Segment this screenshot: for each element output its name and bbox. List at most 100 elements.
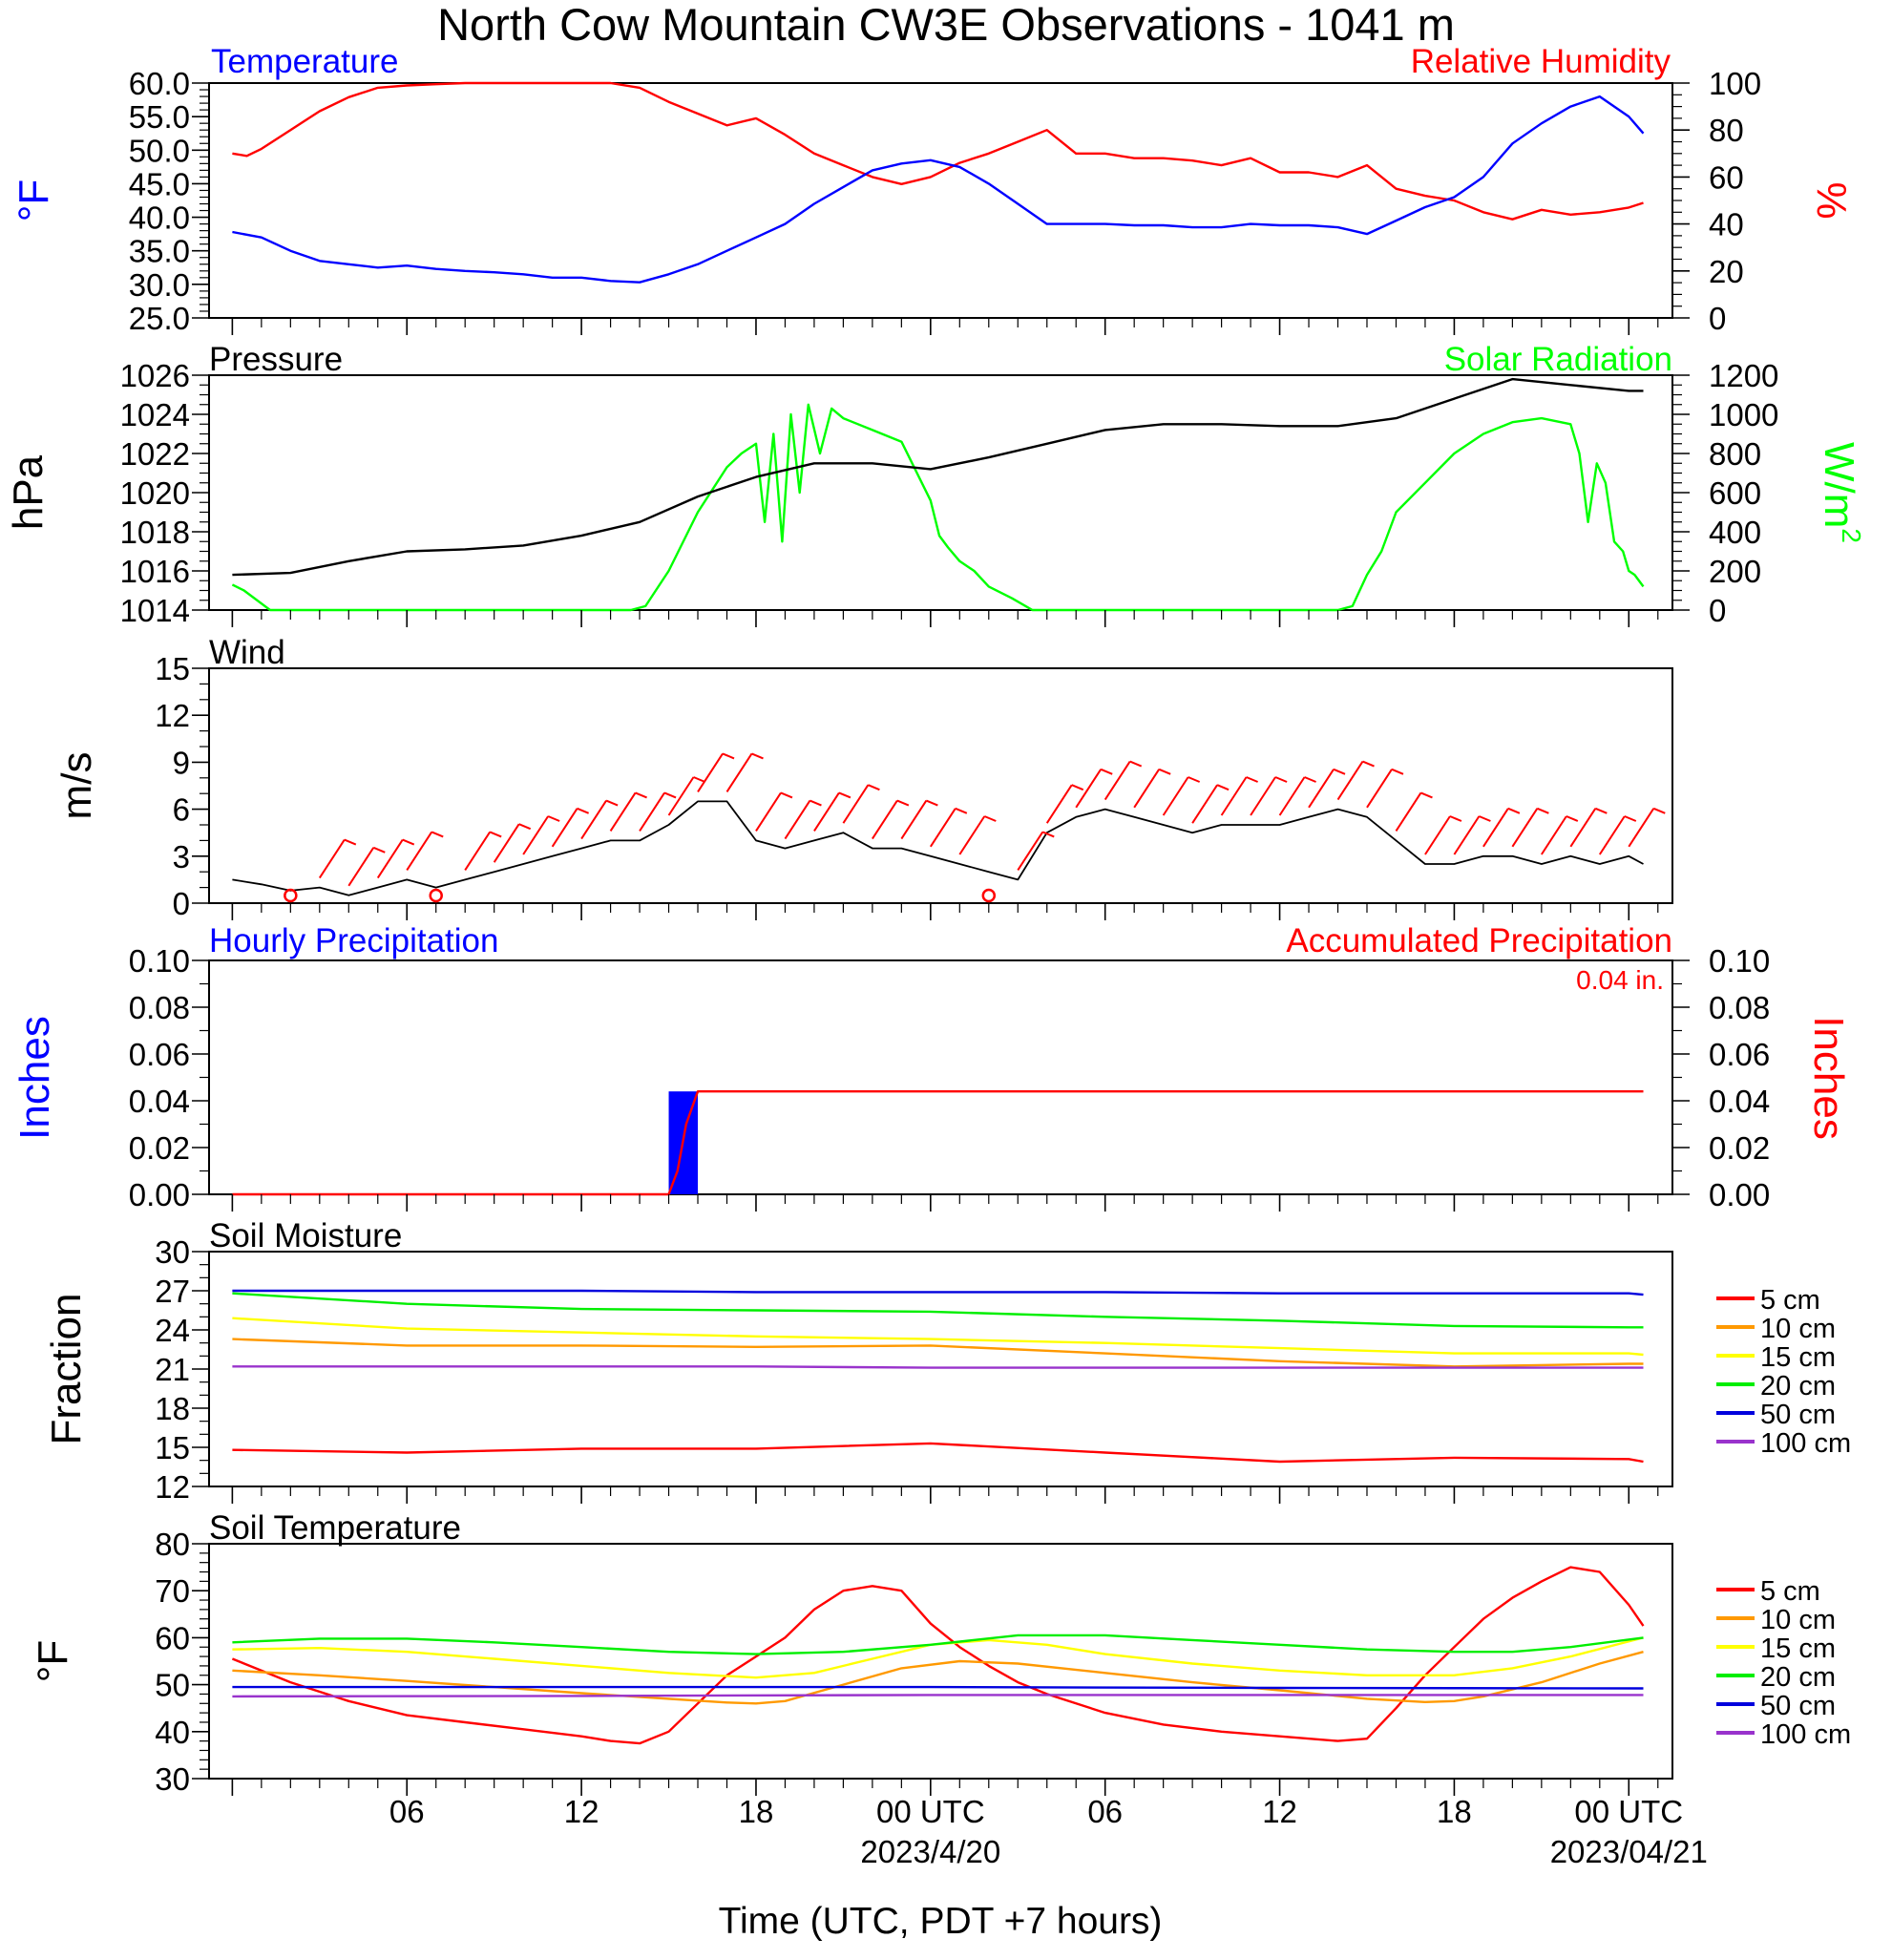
pressure-line [232,377,1644,577]
soil-temperature-tick-label: 40 [155,1715,190,1750]
temperature-humidity-panel: Temperature Relative Humidity °F % 25.03… [11,43,1855,336]
soil-moisture-tick-label: 24 [155,1313,190,1348]
wind-barb [1075,769,1103,809]
wind-barb-flag [1566,815,1579,822]
wind-barb-flag [489,831,502,838]
soil-moisture-tick-label: 12 [155,1469,190,1505]
legend-label: 50 cm [1760,1400,1836,1430]
wind-barb-flag [1100,768,1113,775]
soil-temperature-tick-label: 30 [155,1761,190,1797]
x-tick-label: 06 [389,1794,425,1829]
x-date-label: 2023/04/21 [1550,1834,1708,1869]
precip-right-tick-labels: 0.00 0.02 0.04 0.06 0.08 0.10 [1672,943,1770,1212]
wind-barb-flag [722,752,735,760]
wind-barb-flag [1158,768,1171,775]
wind-barb-flag [605,799,619,807]
soil-temperature-line [232,1651,1644,1705]
wind-barb [1395,791,1422,832]
precip-right-tick-label: 0.00 [1709,1177,1770,1212]
humidity-tick-label: 20 [1709,254,1744,289]
soil-temperature-tick-label: 80 [155,1527,190,1562]
soil-moisture-label: Soil Moisture [209,1217,402,1254]
wind-barb-flag [663,791,677,799]
wind-barb [667,776,695,816]
wind-barb-flag [577,807,590,814]
pressure-tick-label: 1024 [120,397,190,432]
soil-moisture-line [232,1338,1644,1368]
wind-tick-label: 6 [173,792,190,828]
wind-barb-flag [751,752,764,760]
wind-barb-flag [1507,807,1521,814]
humidity-tick-label: 40 [1709,207,1744,242]
precip-left-tick-label: 0.02 [129,1130,190,1166]
solar-unit: W/m2 [1816,442,1866,543]
wind-barb [1250,776,1276,816]
wind-barb [872,800,898,840]
precip-left-tick-label: 0.08 [129,990,190,1025]
wind-barb-flag [1071,784,1084,791]
wind-tick-label: 12 [155,698,190,733]
wind-barb-flag [1362,760,1375,768]
wind-barb-flag [547,815,560,822]
wind-barb [609,791,637,832]
soil-temperature-label: Soil Temperature [209,1509,461,1547]
wind-barb-flag [693,776,705,783]
x-axis-title: Time (UTC, PDT +7 hours) [719,1901,1163,1942]
wind-barb-flag [344,838,357,846]
legend-label: 5 cm [1760,1285,1820,1316]
wind-barb [842,784,870,824]
soil-temperature-line [232,1633,1644,1655]
wind-barb [1453,815,1481,855]
wind-barb [1569,808,1597,848]
humidity-line [232,81,1644,221]
wind-barb-flag [1304,776,1316,783]
wind-barb [1308,769,1335,809]
wind-barb-flag [1479,815,1491,822]
wind-barb-flag [1129,760,1143,768]
temperature-tick-label: 50.0 [129,133,190,168]
wind-barb-flag [896,799,910,807]
wind-barb [464,831,492,871]
soil-temperature-line [232,1694,1644,1698]
wind-tick-label: 9 [173,745,190,780]
humidity-tick-label: 60 [1709,159,1744,195]
soil-temperature-frame [208,1543,1673,1780]
legend-label: 20 cm [1760,1371,1836,1402]
soil-moisture-tick-label: 21 [155,1352,190,1387]
soil-moisture-line [232,1317,1644,1357]
x-tick-label: 18 [739,1794,774,1829]
wind-barb-flag [809,799,822,807]
calm-wind-marker [284,888,298,903]
wind-barb [551,808,578,848]
temperature-tick-label: 40.0 [129,200,190,236]
precip-left-tick-label: 0.00 [129,1177,190,1212]
wind-barb [755,791,782,832]
temperature-tick-label: 55.0 [129,99,190,135]
soil-moisture-tick-label: 15 [155,1430,190,1465]
wind-barb-flag [1391,768,1404,775]
wind-barb-flag [1536,807,1549,814]
legend-label: 15 cm [1760,1633,1836,1664]
precip-right-tick-label: 0.02 [1709,1130,1770,1166]
solar-unit-superscript: 2 [1837,528,1866,543]
humidity-tick-label: 80 [1709,113,1744,148]
pressure-tick-label: 1022 [120,436,190,472]
wind-barb-flag [1594,807,1608,814]
wind-panel: Wind m/s 0 3 6 9 12 15 [53,634,1673,921]
wind-barb [725,752,753,792]
soil-moisture-unit: Fraction [43,1294,90,1445]
wind-barb-flag [1624,815,1637,822]
wind-barb [580,800,607,840]
legend-label: 10 cm [1760,1605,1836,1635]
wind-tick-labels: 0 3 6 9 12 15 [155,651,209,921]
precip-left-tick-labels: 0.00 0.02 0.04 0.06 0.08 0.10 [129,943,209,1212]
solar-tick-label: 1000 [1709,397,1778,432]
pressure-tick-label: 1026 [120,358,190,393]
humidity-tick-label: 0 [1709,301,1726,336]
temperature-tick-label: 45.0 [129,166,190,201]
soil-temperature-panel: Soil Temperature °F 30 40 50 60 70 80 5 cm10 … [30,1509,1851,1797]
wind-barb [1220,776,1248,816]
